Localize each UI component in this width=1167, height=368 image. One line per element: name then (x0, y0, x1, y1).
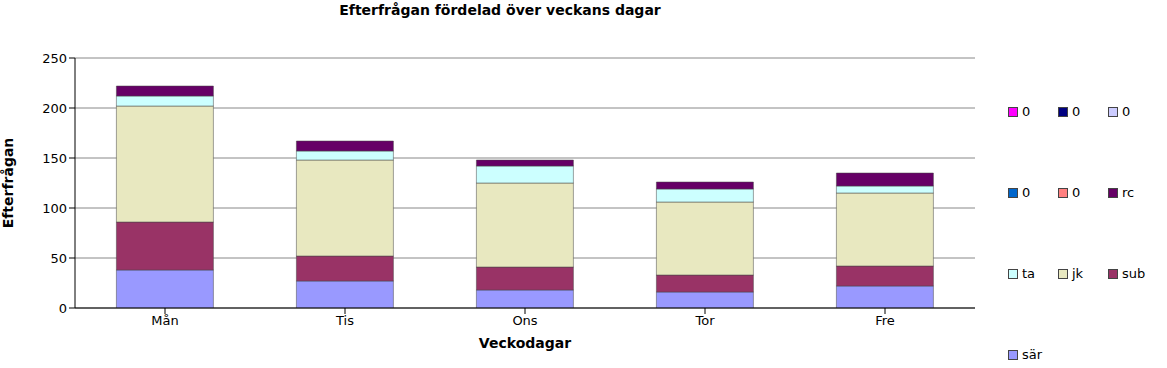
svg-text:Tor: Tor (694, 313, 715, 328)
svg-text:100: 100 (42, 201, 67, 216)
html-text:0: 0 (1122, 104, 1131, 119)
html-text:rc: rc (1122, 185, 1135, 200)
html-text:jk: jk (1072, 266, 1084, 281)
svg-text:Tis: Tis (335, 313, 354, 328)
html-text:0: 0 (1022, 185, 1031, 200)
html-text:ta: ta (1022, 266, 1036, 281)
svg-text:150: 150 (42, 151, 67, 166)
svg-text:0: 0 (59, 301, 67, 316)
svg-text:Mån: Mån (151, 313, 178, 328)
svg-text:Efterfrågan: Efterfrågan (8, 138, 16, 229)
svg-text:200: 200 (42, 101, 67, 116)
svg-text:Fre: Fre (875, 313, 895, 328)
html-text:0: 0 (1022, 104, 1031, 119)
svg-text:50: 50 (50, 251, 67, 266)
html-text:Efterfrågan fördelad över veck: Efterfrågan fördelad över veckans dagar (339, 2, 661, 18)
html-text:sub: sub (1122, 266, 1146, 281)
svg-text:250: 250 (42, 51, 67, 66)
svg-text:Ons: Ons (512, 313, 537, 328)
svg-text:Veckodagar: Veckodagar (479, 335, 571, 351)
html-text:0: 0 (1072, 185, 1081, 200)
html-text:0: 0 (1072, 104, 1081, 119)
html-text:sär: sär (1022, 347, 1043, 362)
